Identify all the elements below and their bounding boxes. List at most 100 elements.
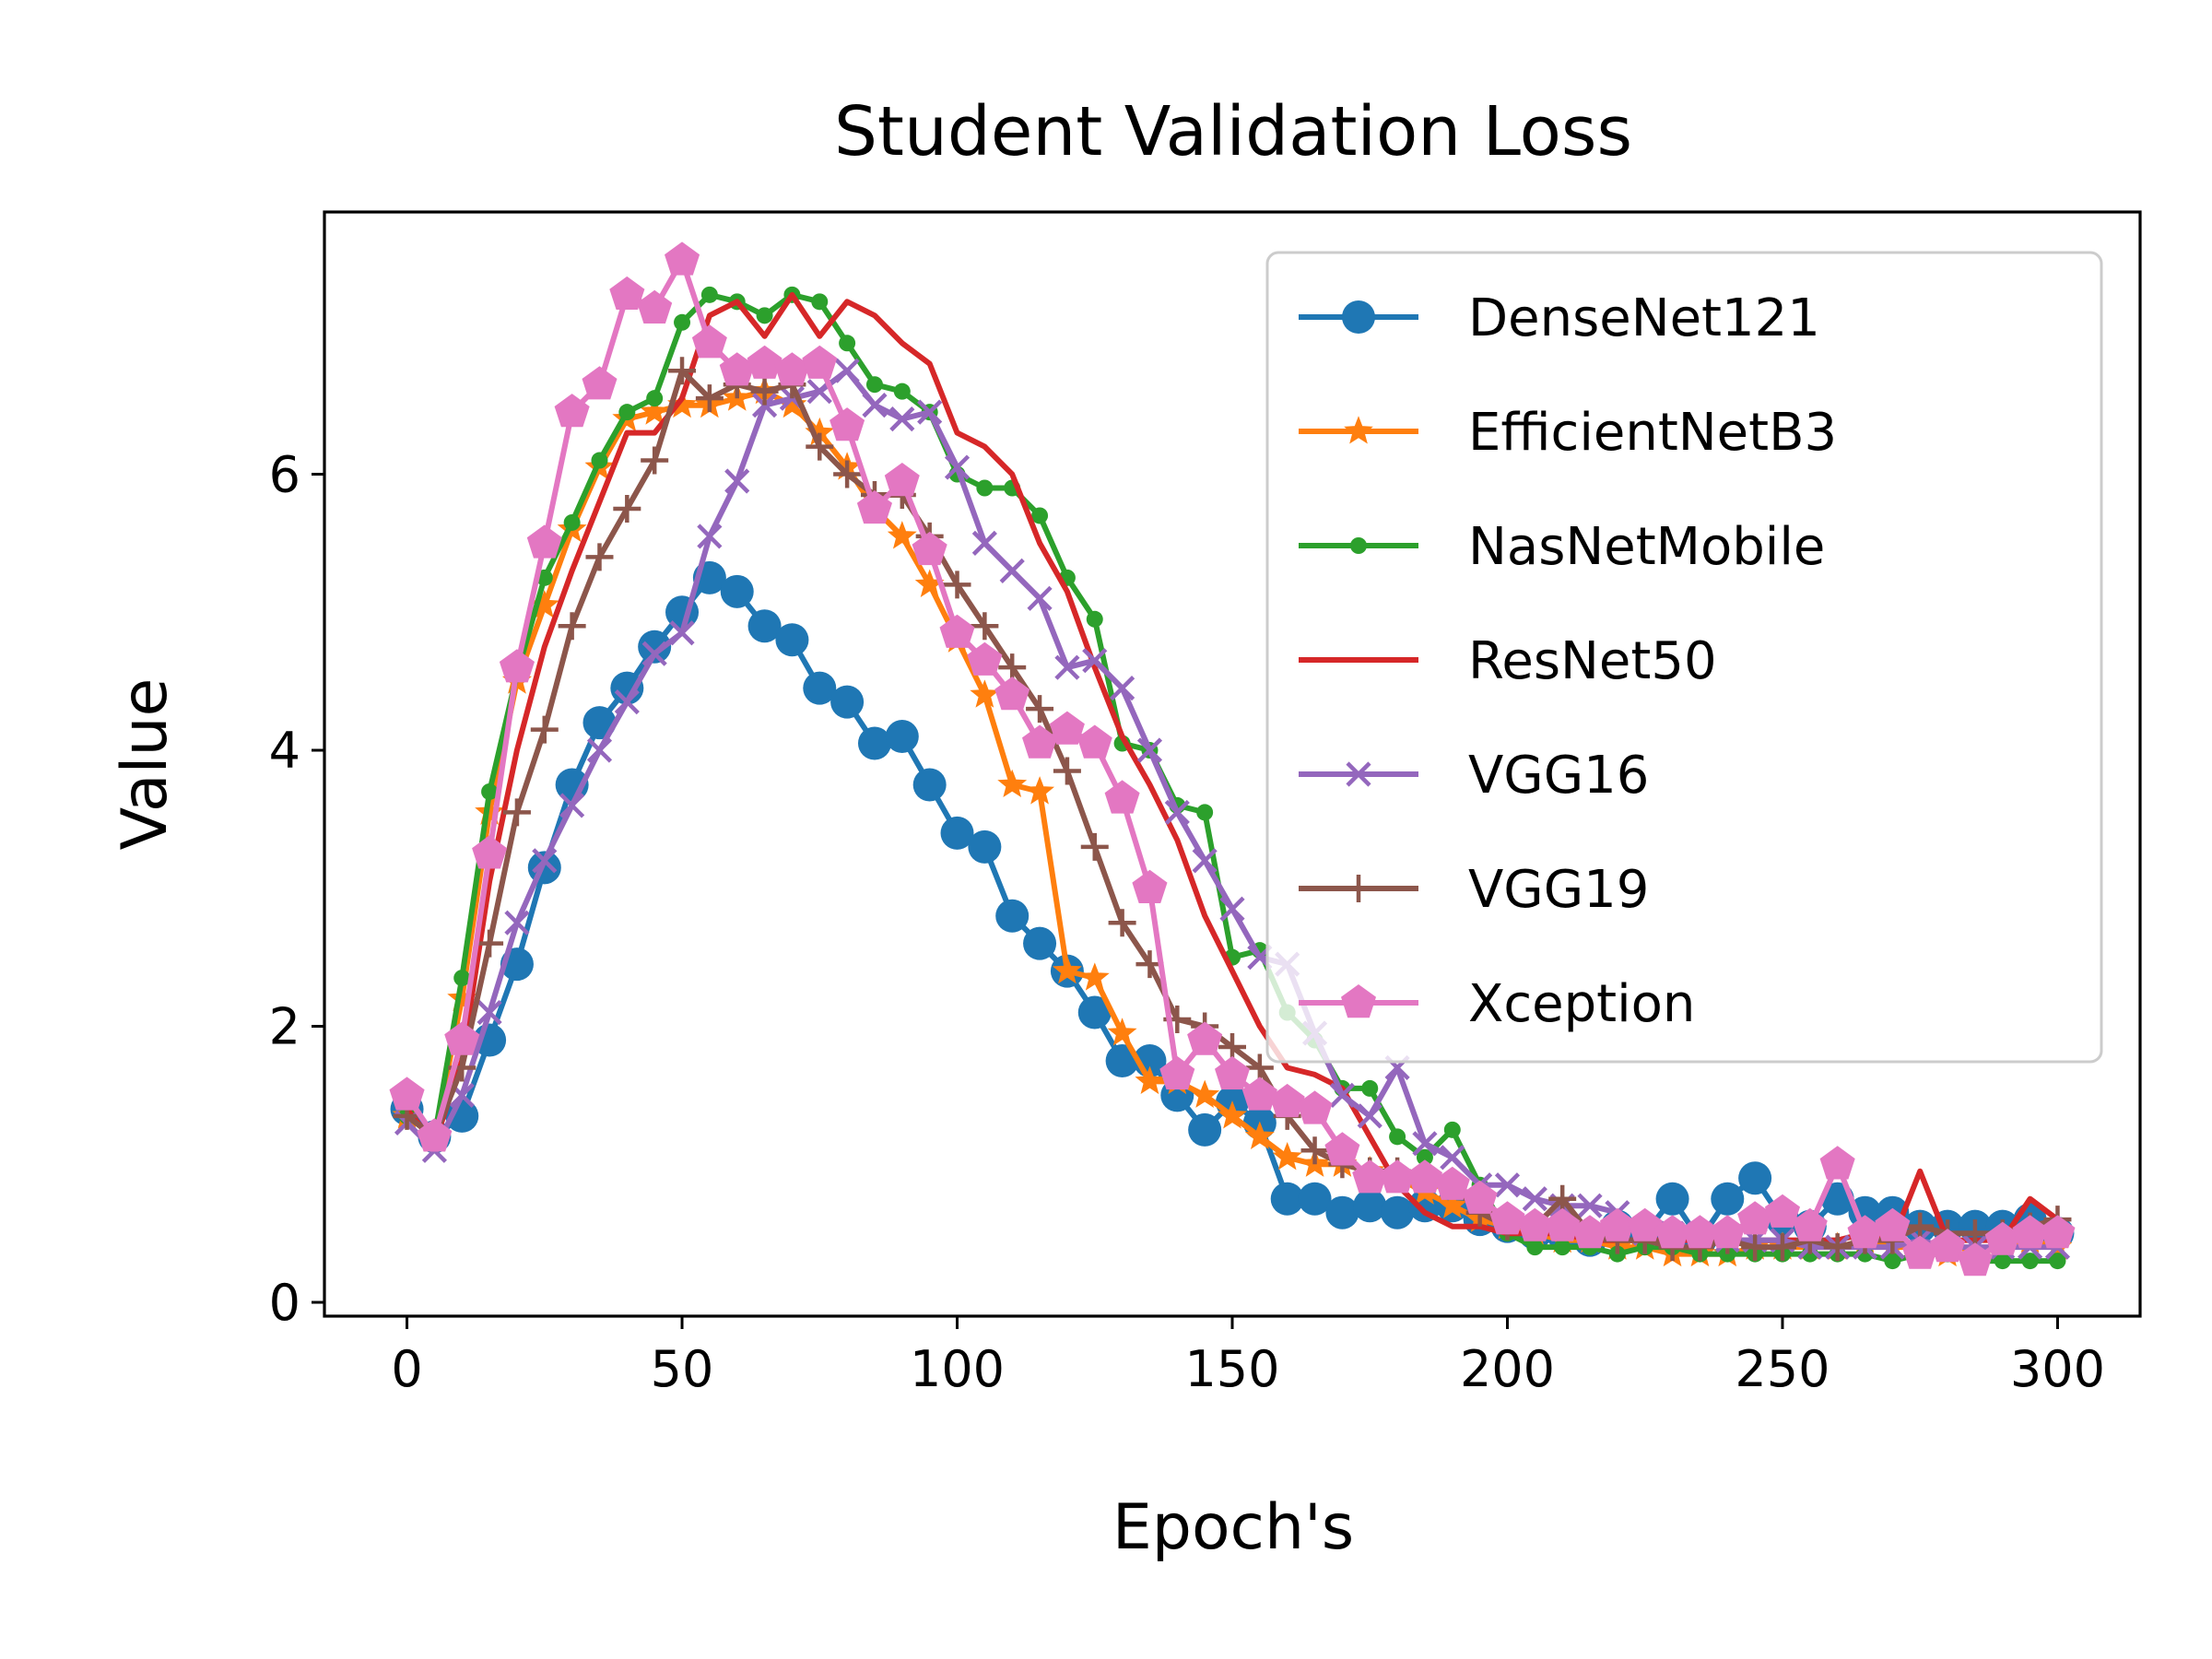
data-point [669, 620, 695, 646]
legend-item-resnet50: ResNet50 [1299, 631, 1717, 691]
data-point [1443, 1121, 1461, 1138]
data-point [1053, 757, 1081, 785]
data-point [1215, 1055, 1250, 1090]
data-point [389, 1077, 425, 1111]
data-point [887, 521, 917, 549]
data-point [834, 358, 860, 383]
data-point [1297, 1090, 1333, 1124]
data-point [668, 357, 697, 385]
data-point [476, 929, 504, 958]
y-tick-label: 4 [269, 722, 300, 780]
data-point [640, 396, 670, 425]
data-point [582, 366, 618, 400]
legend-label: VGG16 [1468, 746, 1649, 806]
data-point [453, 970, 471, 987]
data-point [1572, 1215, 1608, 1249]
x-tick-label: 150 [1184, 1340, 1279, 1398]
data-point [2040, 1215, 2076, 1249]
data-point [1412, 1131, 1438, 1157]
data-point [944, 454, 971, 480]
data-point [1300, 1136, 1329, 1165]
data-point [1768, 1233, 1796, 1262]
data-point [1077, 724, 1112, 759]
data-point [747, 345, 782, 379]
data-point [1389, 1128, 1406, 1146]
data-point [1847, 1215, 1883, 1249]
data-point [1994, 1253, 2011, 1270]
data-point [504, 910, 530, 935]
y-tick-label: 0 [269, 1274, 300, 1332]
data-point [1110, 676, 1135, 701]
data-point [862, 393, 888, 418]
legend-marker [1342, 300, 1375, 334]
data-point [1324, 1132, 1360, 1166]
data-point [1741, 1233, 1770, 1262]
data-point [1654, 1215, 1690, 1249]
data-point [2012, 1215, 2048, 1249]
data-point [700, 286, 718, 303]
data-point [1548, 1184, 1577, 1213]
data-point [1136, 737, 1163, 763]
data-point [774, 352, 810, 386]
data-point [1082, 648, 1108, 674]
data-point [939, 614, 975, 648]
data-point [1737, 1201, 1773, 1235]
chart-title: Student Validation Loss [834, 92, 1632, 171]
data-point [1406, 1159, 1442, 1194]
data-point [971, 612, 999, 641]
x-axis-label: Epoch's [1112, 1491, 1354, 1564]
data-point [1984, 1221, 2020, 1255]
data-point [1416, 1148, 1433, 1166]
data-point [724, 468, 750, 494]
data-point [839, 335, 856, 352]
data-point [499, 649, 535, 683]
data-point [2049, 1253, 2066, 1270]
data-point [1159, 1055, 1195, 1090]
data-point [1522, 1186, 1547, 1212]
data-point [1711, 1182, 1745, 1216]
data-point [1489, 1201, 1525, 1235]
data-point [691, 324, 727, 359]
data-point [674, 313, 691, 331]
data-point [477, 999, 502, 1026]
data-point [2021, 1253, 2039, 1270]
data-point [1380, 1159, 1416, 1194]
legend-label: EfficientNetB3 [1468, 403, 1837, 463]
data-point [646, 390, 664, 407]
data-point [585, 543, 614, 571]
data-point [1164, 799, 1190, 826]
data-point [968, 830, 1002, 864]
data-point [591, 452, 608, 469]
x-axis: 0 50 100 150 200 250 300 [391, 1316, 2105, 1398]
data-point [417, 1118, 453, 1152]
x-tick-label: 0 [391, 1340, 422, 1398]
data-point [865, 376, 883, 394]
legend-label: NasNetMobile [1468, 517, 1825, 577]
x-tick-label: 200 [1460, 1340, 1555, 1398]
data-point [586, 737, 613, 763]
legend-item-efficientnetb3: EfficientNetB3 [1299, 403, 1837, 463]
data-point [750, 377, 779, 406]
legend-marker [1344, 416, 1373, 444]
data-point [1031, 507, 1049, 524]
data-point [1192, 848, 1218, 874]
y-axis: 0 2 4 6 [269, 446, 324, 1332]
legend-label: Xception [1468, 974, 1695, 1034]
data-point [1270, 1182, 1304, 1216]
data-point [1462, 1180, 1498, 1214]
data-point [976, 479, 994, 497]
data-point [1381, 1195, 1415, 1230]
data-point [1027, 585, 1053, 611]
data-point [614, 689, 640, 715]
data-point [1188, 1112, 1222, 1147]
y-tick-label: 6 [269, 446, 300, 504]
data-point [1025, 776, 1055, 805]
data-point [893, 382, 911, 400]
data-point [719, 352, 755, 386]
data-point [971, 530, 997, 556]
data-point [1219, 896, 1245, 922]
data-point [1440, 1145, 1465, 1171]
data-point [912, 531, 947, 566]
legend-marker [1350, 537, 1367, 554]
